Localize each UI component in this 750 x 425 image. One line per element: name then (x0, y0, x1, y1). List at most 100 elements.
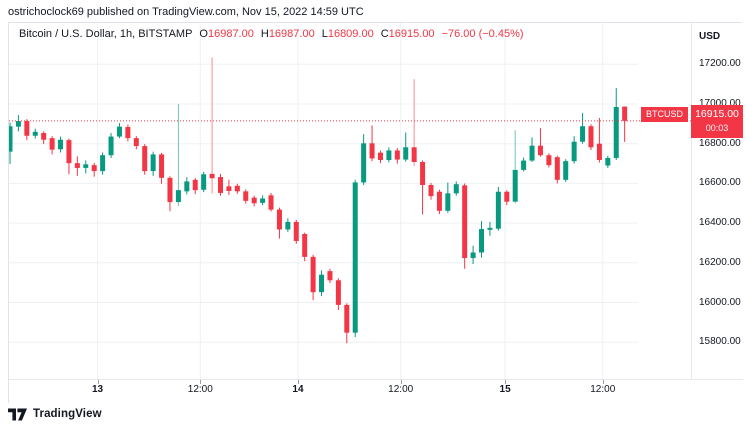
candle-body (571, 141, 577, 162)
candle-body (377, 152, 383, 160)
candle-body (319, 274, 325, 293)
candle-body (369, 143, 375, 159)
candle-body (201, 174, 207, 190)
candle-body (226, 186, 232, 191)
price-axis-tick: 17200.00 (699, 58, 741, 70)
price-axis-tick: 16200.00 (699, 256, 741, 268)
candle-body (470, 252, 476, 259)
candle-body (436, 191, 442, 211)
time-axis-tickmark (97, 380, 99, 384)
candle-body (537, 145, 543, 156)
candle-body (462, 185, 468, 259)
candle-body (24, 121, 30, 136)
time-axis-label: 12:00 (388, 384, 414, 395)
chart-legend[interactable]: Bitcoin / U.S. Dollar, 1h, BITSTAMP O1698… (19, 28, 524, 46)
candle-body (192, 179, 198, 191)
bar-countdown: 00:03 (705, 122, 729, 133)
brand-name[interactable]: TradingView (33, 408, 102, 420)
candle-body (167, 177, 173, 203)
time-axis-label: 12:00 (590, 384, 616, 395)
ohlc-values: O16987.00 H16987.00 L16809.00 C16915.00 (192, 28, 434, 40)
price-axis-tick: 16400.00 (699, 217, 741, 229)
ohlc-key: L (321, 28, 328, 40)
candle-body (293, 221, 299, 241)
candle-body (344, 304, 350, 333)
candle-body (386, 150, 392, 160)
ohlc-value: 16915.00 (388, 28, 435, 40)
time-axis-tickmark (200, 380, 202, 384)
candle-body (218, 177, 223, 193)
candle-body (554, 157, 560, 180)
candle-body (234, 185, 240, 192)
price-axis[interactable]: USD 17200.00 17000.00 16800.00 16600.00 1640… (691, 23, 743, 402)
candle-body (521, 160, 527, 170)
last-price-label: 16915.00 00:03 (691, 104, 743, 138)
price-line-symbol-tag: BTCUSD (640, 106, 688, 122)
candle-body (302, 234, 308, 257)
time-axis-label: 12:00 (187, 384, 213, 395)
ohlc-key: H (260, 28, 269, 40)
candlestick-chart[interactable]: BTCUSD (9, 23, 691, 379)
candle-body (83, 164, 89, 168)
candle-body (310, 256, 316, 293)
candle-body (453, 184, 459, 194)
candle-body (479, 229, 485, 253)
time-axis-tickmark (297, 380, 299, 384)
price-axis-tick: 15800.00 (699, 336, 741, 348)
symbol-title[interactable]: Bitcoin / U.S. Dollar, 1h, BITSTAMP (19, 28, 193, 40)
candle-body (209, 173, 215, 179)
candle-body (268, 195, 274, 210)
ohlc-value: 16987.00 (268, 28, 315, 40)
candle-body (605, 157, 611, 166)
candle-body (184, 181, 190, 192)
candle-body (622, 106, 628, 121)
attribution-text: ostrichoclock69 published on TradingView… (8, 6, 364, 18)
candle-body (15, 121, 21, 127)
candle-body (243, 191, 249, 201)
candle-body (403, 147, 409, 160)
candle-body (588, 126, 594, 148)
candle-body (352, 182, 358, 333)
chart-canvas[interactable] (9, 23, 691, 379)
candle-body (41, 132, 47, 140)
candle-body (445, 193, 451, 211)
price-axis-tick: 16600.00 (699, 177, 741, 189)
time-axis-tickmark (400, 380, 402, 384)
candle-body (159, 154, 165, 178)
candle-body (596, 143, 602, 160)
price-axis-tick: 16000.00 (699, 296, 741, 308)
candle-body (512, 169, 518, 202)
candle-body (32, 131, 38, 136)
candle-body (58, 139, 64, 150)
tradingview-logo-icon[interactable] (8, 408, 27, 421)
price-change: −76.00 (−0.45%) (441, 28, 524, 40)
ohlc-key: O (199, 28, 208, 40)
candle-body (108, 136, 114, 156)
candle-body (361, 143, 367, 183)
candle-body (9, 126, 13, 152)
candle-body (613, 106, 619, 158)
candle-body (125, 127, 131, 139)
time-axis-label: 13 (92, 384, 104, 395)
candle-body (529, 145, 535, 161)
candle-body (251, 197, 257, 204)
candle-body (563, 161, 569, 180)
candle-body (74, 163, 80, 168)
candle-body (91, 165, 97, 172)
candle-body (411, 147, 417, 162)
candle-body (420, 161, 426, 185)
ohlc-value: 16987.00 (207, 28, 254, 40)
candle-body (175, 190, 181, 203)
time-axis-tickmark (505, 380, 507, 384)
candle-body (116, 126, 122, 137)
attribution-bar: ostrichoclock69 published on TradingView… (0, 0, 750, 22)
ohlc-key: C (380, 28, 389, 40)
last-price-value: 16915.00 (695, 107, 739, 120)
candle-body (260, 198, 266, 203)
candle-body (487, 227, 493, 230)
candle-body (546, 155, 552, 166)
chart-widget: BTCUSD Bitcoin / U.S. Dollar, 1h, BITSTA… (8, 22, 743, 405)
time-axis[interactable]: 13 12:00 14 12:00 15 12:00 (9, 379, 743, 405)
candle-body (335, 280, 341, 305)
